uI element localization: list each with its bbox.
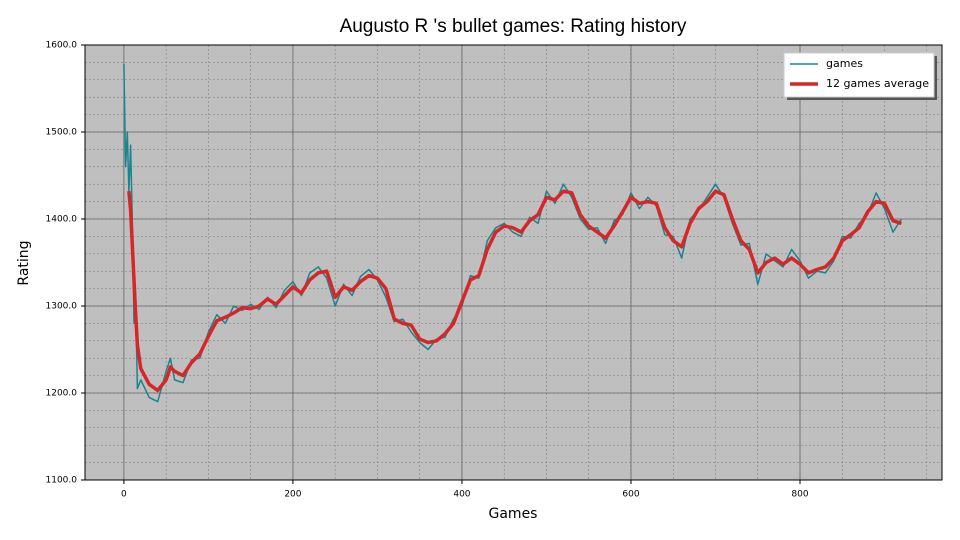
y-tick-label: 1600.0 xyxy=(46,41,78,51)
legend-box xyxy=(783,52,935,98)
y-axis-label: Rating xyxy=(16,240,32,285)
legend-label: 12 games average xyxy=(826,77,929,90)
x-tick-label: 800 xyxy=(791,490,808,500)
y-tick-label: 1400.0 xyxy=(46,215,78,225)
y-tick-label: 1500.0 xyxy=(46,128,78,138)
series-line xyxy=(127,189,902,393)
x-tick-label: 0 xyxy=(121,490,127,500)
y-tick-label: 1300.0 xyxy=(46,302,78,312)
plot-frame xyxy=(84,44,943,481)
x-tick-label: 200 xyxy=(284,490,301,500)
legend-label: games xyxy=(826,57,863,70)
x-axis-label: Games xyxy=(489,506,538,522)
y-tick-label: 1100.0 xyxy=(46,476,78,486)
x-tick-label: 400 xyxy=(453,490,470,500)
y-tick-label: 1200.0 xyxy=(46,389,78,399)
chart-title: Augusto R 's bullet games: Rating histor… xyxy=(340,16,687,37)
plot-area xyxy=(85,45,942,480)
x-tick-label: 600 xyxy=(622,490,639,500)
